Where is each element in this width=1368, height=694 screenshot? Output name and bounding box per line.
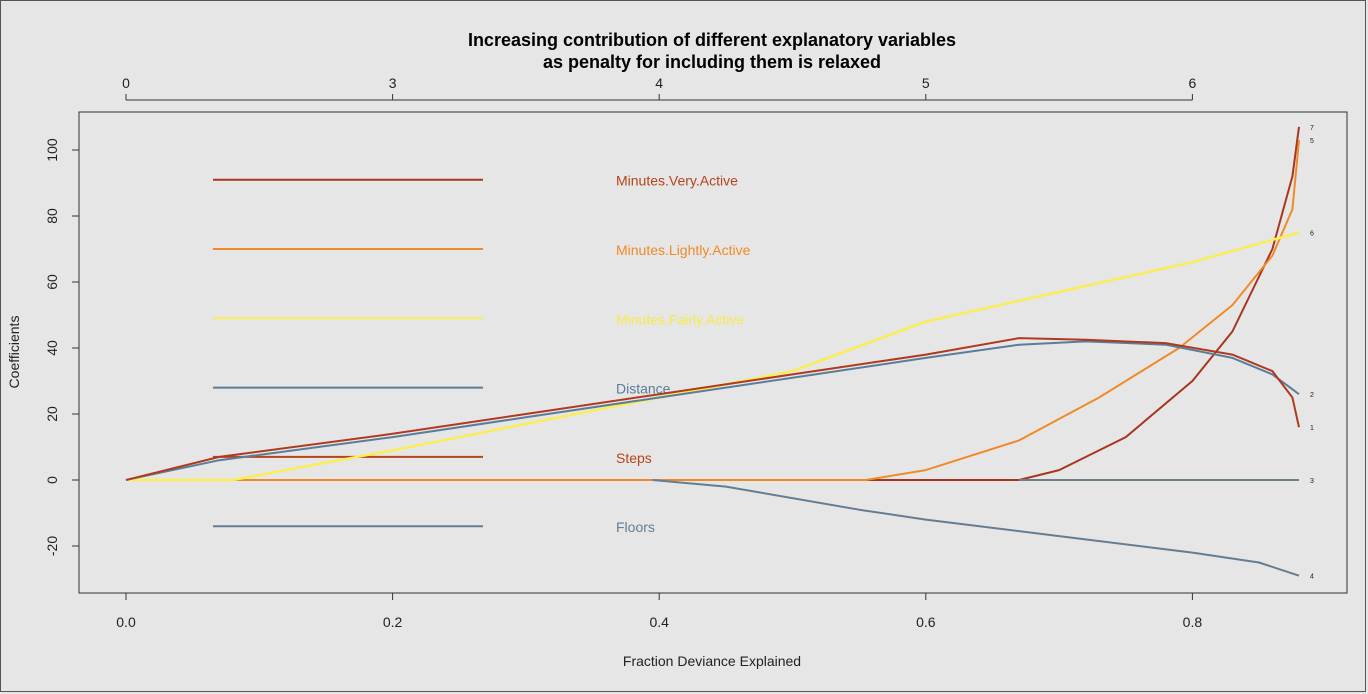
y-tick-label: 80 [44,208,60,224]
series-line [652,479,1300,577]
series-end-label: 4 [1310,574,1314,581]
legend-label: Steps [616,450,652,466]
x-tick-label: 0.8 [1183,614,1203,630]
series-end-label: 7 [1310,125,1314,132]
series-lines [125,126,1300,577]
top-tick-label: 3 [389,75,397,91]
y-tick-label: 40 [44,340,60,356]
series-line [125,340,1300,481]
x-axis-label: Fraction Deviance Explained [623,653,801,669]
top-tick-label: 0 [122,75,130,91]
top-tick-label: 5 [922,75,930,91]
series-line [126,140,1300,481]
top-tick-label: 4 [655,75,663,91]
series-end-labels: 7 5 6 2 1 4 3 [1310,125,1314,581]
y-tick-label: 60 [44,274,60,290]
legend-label: Distance [616,381,671,397]
y-axis-label: Coefficients [6,316,22,389]
series-line [126,126,1300,481]
series-end-label: 2 [1310,392,1314,399]
series-end-label: 5 [1310,138,1314,145]
series-end-label: 3 [1310,478,1314,485]
x-tick-label: 0.0 [116,614,136,630]
x-tick-label: 0.4 [649,614,669,630]
series-line [125,337,1300,481]
top-tick-label: 6 [1189,75,1197,91]
legend-label: Minutes.Lightly.Active [616,242,751,258]
x-tick-label: 0.6 [916,614,936,630]
y-tick-label: 20 [44,406,60,422]
chart-title-line1: Increasing contribution of different exp… [468,30,956,50]
y-tick-label: 0 [44,476,60,484]
legend: Minutes.Very.Active Minutes.Lightly.Activ… [213,173,751,535]
y-tick-label: 100 [44,138,60,162]
axes-group: 0.0 0.2 0.4 0.6 0.8 0 3 4 5 6 -20 0 20 40 60 80 100 [44,75,1202,630]
y-tick-label: -20 [44,536,60,556]
x-tick-label: 0.2 [383,614,403,630]
legend-label: Minutes.Very.Active [616,173,738,189]
series-end-label: 6 [1310,231,1314,238]
chart-title-line2: as penalty for including them is relaxed [543,52,881,72]
legend-label: Minutes.Fairly.Active [616,311,744,327]
series-line [126,231,1300,482]
legend-label: Floors [616,519,655,535]
series-end-label: 1 [1310,425,1314,432]
